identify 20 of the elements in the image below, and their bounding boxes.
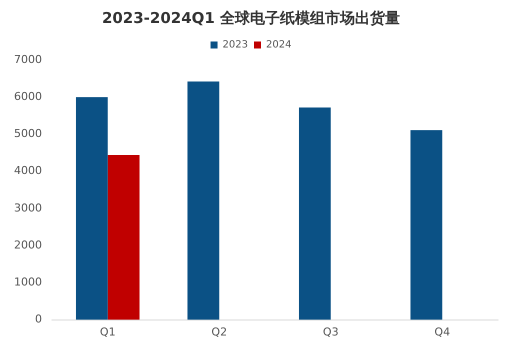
bar <box>298 108 331 320</box>
y-tick-label: 3000 <box>14 201 42 214</box>
chart-title: 2023-2024Q1 全球电子纸模组市场出货量 <box>102 8 400 27</box>
bar <box>108 155 140 320</box>
x-tick-label: Q3 <box>322 325 339 338</box>
y-tick-label: 2000 <box>14 238 42 252</box>
x-tick-label: Q2 <box>211 325 228 338</box>
bar <box>76 97 108 320</box>
y-tick-label: 4000 <box>14 164 42 178</box>
y-tick-label: 6000 <box>14 90 42 103</box>
y-tick-label: 7000 <box>14 52 42 66</box>
y-tick-label: 1000 <box>14 276 42 289</box>
x-tick-label: Q4 <box>434 325 450 338</box>
y-tick-label: 0 <box>34 312 42 326</box>
bar <box>410 130 442 320</box>
x-tick-label: Q1 <box>100 325 116 338</box>
legend-label: 2024 <box>266 40 292 51</box>
y-tick-label: 5000 <box>14 127 42 140</box>
legend-label: 2023 <box>222 40 248 51</box>
bar <box>187 82 220 320</box>
